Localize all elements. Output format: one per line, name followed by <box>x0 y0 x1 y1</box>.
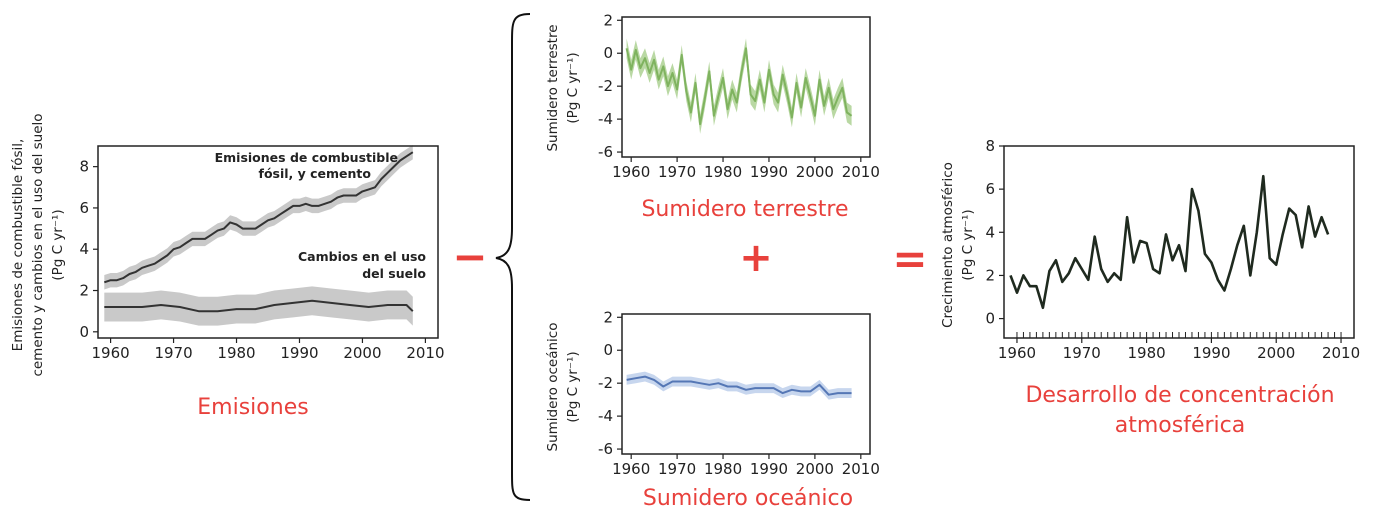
ocean-plot: 1960 1970 1980 1990 2000 2010 2 0 -2 -4 -6 <box>598 308 880 478</box>
x-tick-label: 1990 <box>280 344 318 362</box>
atmos-y-label-line2: (Pg C yr⁻¹) <box>960 209 976 280</box>
emissions-title: Emisiones <box>197 395 308 420</box>
y-tick-label: 4 <box>79 240 89 258</box>
emissions-frame <box>97 145 439 339</box>
fossil-annotation: Emisiones de combustible fósil, y cement… <box>215 150 398 181</box>
y-tick-label: -2 <box>598 374 613 392</box>
y-tick-label: -6 <box>598 440 613 458</box>
land-y-label-line2: (Pg C yr⁻¹) <box>565 52 581 123</box>
x-tick-label: 1990 <box>1192 344 1230 362</box>
x-tick-label: 1990 <box>750 460 788 478</box>
y-tick-label: 0 <box>603 341 613 359</box>
landuse-uncertainty-band <box>104 286 413 326</box>
y-tick-label: -2 <box>598 77 613 95</box>
x-tick-label: 1960 <box>998 344 1036 362</box>
y-tick-label: -6 <box>598 143 613 161</box>
curly-brace <box>495 13 531 501</box>
ocean-title: Sumidero oceánico <box>643 486 853 511</box>
land-title: Sumidero terrestre <box>641 197 848 222</box>
land-plot: 1960 1970 1980 1990 2000 2010 2 0 -2 -4 -6 <box>598 11 880 181</box>
y-tick-label: 8 <box>985 137 995 155</box>
y-tick-label: 0 <box>603 44 613 62</box>
landuse-annotation-line2: del suelo <box>362 266 426 281</box>
x-tick-label: 1970 <box>154 344 192 362</box>
emissions-y-label-line1: Emisiones de combustible fósil, <box>10 139 26 352</box>
x-tick-label: 2000 <box>1257 344 1295 362</box>
x-tick-label: 1970 <box>658 460 696 478</box>
x-tick-label: 1970 <box>658 163 696 181</box>
atmos-series-line <box>1009 174 1330 310</box>
x-tick-label: 2000 <box>796 163 834 181</box>
x-tick-label: 1980 <box>704 460 742 478</box>
minus-sign: − <box>452 232 487 281</box>
fossil-uncertainty-band <box>104 145 413 290</box>
y-tick-label: -4 <box>598 407 613 425</box>
plus-sign: + <box>739 235 773 281</box>
x-tick-label: 1990 <box>750 163 788 181</box>
ocean-y-label-line2: (Pg C yr⁻¹) <box>565 351 581 422</box>
x-tick-label: 1960 <box>612 460 650 478</box>
y-tick-label: 4 <box>985 223 995 241</box>
landuse-annotation: Cambios en el uso del suelo <box>298 249 426 281</box>
ocean-uncertainty-band <box>626 371 852 400</box>
emissions-y-label-line2: cemento y cambios en el uso del suelo <box>30 113 46 376</box>
atmos-y-axis-label: Crecimiento atmosférico (Pg C yr⁻¹) <box>940 162 976 328</box>
x-tick-label: 1970 <box>1063 344 1101 362</box>
x-tick-label: 2000 <box>796 460 834 478</box>
atmos-plot: 1960 1970 1980 1990 2000 2010 0 2 4 6 8 <box>985 137 1360 362</box>
x-tick-label: 1980 <box>217 344 255 362</box>
y-tick-label: 2 <box>603 11 613 29</box>
atmos-frame <box>1003 145 1355 339</box>
atmos-y-label-line1: Crecimiento atmosférico <box>940 162 956 328</box>
fossil-series-line <box>103 151 414 284</box>
fossil-annotation-line1: Emisiones de combustible <box>215 150 398 165</box>
y-tick-label: 0 <box>985 310 995 328</box>
atmospheric-panel: Crecimiento atmosférico (Pg C yr⁻¹) 1960… <box>940 137 1360 438</box>
y-tick-label: 2 <box>603 308 613 326</box>
y-tick-label: 6 <box>985 180 995 198</box>
emissions-y-axis-label: Emisiones de combustible fósil, cemento … <box>10 113 66 376</box>
y-tick-label: 6 <box>79 199 89 217</box>
y-tick-label: 2 <box>79 282 89 300</box>
landuse-annotation-line1: Cambios en el uso <box>298 249 426 264</box>
emissions-panel: Emisiones de combustible fósil, cemento … <box>10 113 445 420</box>
land-y-axis-label: Sumidero terrestre (Pg C yr⁻¹) <box>545 24 581 151</box>
x-tick-label: 2010 <box>406 344 444 362</box>
y-tick-label: 8 <box>79 158 89 176</box>
x-tick-label: 2000 <box>343 344 381 362</box>
y-tick-label: 2 <box>985 266 995 284</box>
x-tick-label: 1980 <box>1127 344 1165 362</box>
ocean-series-line <box>626 375 852 396</box>
x-tick-label: 2010 <box>842 163 880 181</box>
ocean-y-label-line1: Sumidero oceánico <box>545 323 561 452</box>
x-tick-label: 2010 <box>1322 344 1360 362</box>
land-frame <box>621 16 871 158</box>
ocean-sink-panel: Sumidero oceánico (Pg C yr⁻¹) 1960 1970 19… <box>545 308 880 511</box>
land-sink-panel: Sumidero terrestre (Pg C yr⁻¹) 1960 1970 1… <box>545 11 880 222</box>
x-tick-label: 1960 <box>91 344 129 362</box>
equals-sign: = <box>892 234 927 283</box>
x-tick-label: 2010 <box>842 460 880 478</box>
emissions-y-label-line3: (Pg C yr⁻¹) <box>50 209 66 280</box>
land-y-label-line1: Sumidero terrestre <box>545 24 561 151</box>
emissions-plot: 1960 1970 1980 1990 2000 2010 0 2 4 6 8 <box>79 145 445 362</box>
ocean-frame <box>621 313 871 455</box>
ocean-y-axis-label: Sumidero oceánico (Pg C yr⁻¹) <box>545 323 581 452</box>
landuse-series-line <box>104 299 414 313</box>
atmos-title-line1: Desarrollo de concentración <box>1025 383 1334 408</box>
x-tick-label: 1980 <box>704 163 742 181</box>
y-tick-label: -4 <box>598 110 613 128</box>
x-tick-label: 1960 <box>612 163 650 181</box>
atmos-title-line2: atmosférica <box>1115 413 1245 438</box>
fossil-annotation-line2: fósil, y cemento <box>259 166 372 181</box>
land-series-line <box>625 47 853 126</box>
y-tick-label: 0 <box>79 323 89 341</box>
